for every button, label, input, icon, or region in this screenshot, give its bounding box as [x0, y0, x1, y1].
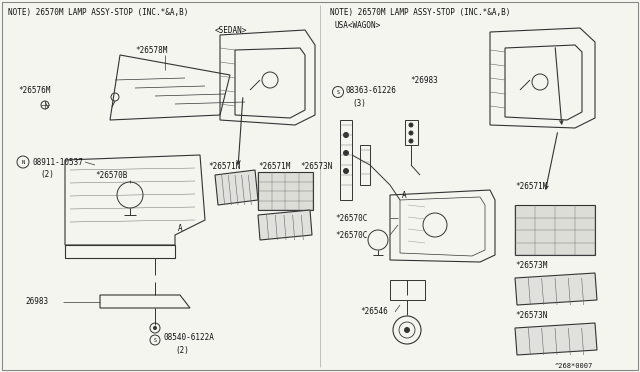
Circle shape	[408, 131, 413, 135]
Text: *26578M: *26578M	[135, 45, 168, 55]
Circle shape	[343, 132, 349, 138]
Text: *26571M: *26571M	[515, 182, 547, 190]
Polygon shape	[515, 323, 597, 355]
Text: <SEDAN>: <SEDAN>	[215, 26, 248, 35]
Circle shape	[343, 150, 349, 156]
Text: *26546: *26546	[360, 308, 388, 317]
Text: *26573N: *26573N	[300, 161, 332, 170]
Text: A: A	[402, 190, 406, 199]
Text: USA<WAGON>: USA<WAGON>	[335, 20, 381, 29]
Text: 08540-6122A: 08540-6122A	[163, 334, 214, 343]
Text: N: N	[21, 160, 24, 164]
Text: NOTE) 26570M LAMP ASSY-STOP (INC.*&A,B): NOTE) 26570M LAMP ASSY-STOP (INC.*&A,B)	[330, 7, 510, 16]
Text: *26573M: *26573M	[515, 260, 547, 269]
Text: S: S	[154, 337, 156, 343]
Text: *26573N: *26573N	[515, 311, 547, 320]
Text: 08911-10537: 08911-10537	[32, 157, 83, 167]
Polygon shape	[515, 273, 597, 305]
Text: 26983: 26983	[25, 298, 48, 307]
Text: 08363-61226: 08363-61226	[346, 86, 397, 94]
Polygon shape	[258, 210, 312, 240]
Polygon shape	[215, 170, 258, 205]
Text: *26570C: *26570C	[335, 214, 367, 222]
Circle shape	[343, 168, 349, 174]
Text: (3): (3)	[352, 99, 366, 108]
Bar	[515, 205, 595, 255]
Bar	[390, 280, 425, 300]
Circle shape	[408, 122, 413, 128]
Text: *26571N: *26571N	[208, 161, 241, 170]
Circle shape	[404, 327, 410, 333]
Circle shape	[408, 138, 413, 144]
Text: *26576M: *26576M	[18, 86, 51, 94]
Text: ^268*0007: ^268*0007	[555, 363, 593, 369]
Text: NOTE) 26570M LAMP ASSY-STOP (INC.*&A,B): NOTE) 26570M LAMP ASSY-STOP (INC.*&A,B)	[8, 7, 188, 16]
Text: (2): (2)	[40, 170, 54, 179]
Text: *26571M: *26571M	[258, 161, 291, 170]
Text: *26983: *26983	[410, 76, 438, 84]
Text: (2): (2)	[175, 346, 189, 355]
Text: A: A	[178, 224, 182, 232]
Text: *26570C: *26570C	[335, 231, 367, 240]
Text: S: S	[337, 90, 339, 94]
Circle shape	[153, 326, 157, 330]
Text: *26570B: *26570B	[95, 170, 127, 180]
Bar	[258, 172, 313, 210]
